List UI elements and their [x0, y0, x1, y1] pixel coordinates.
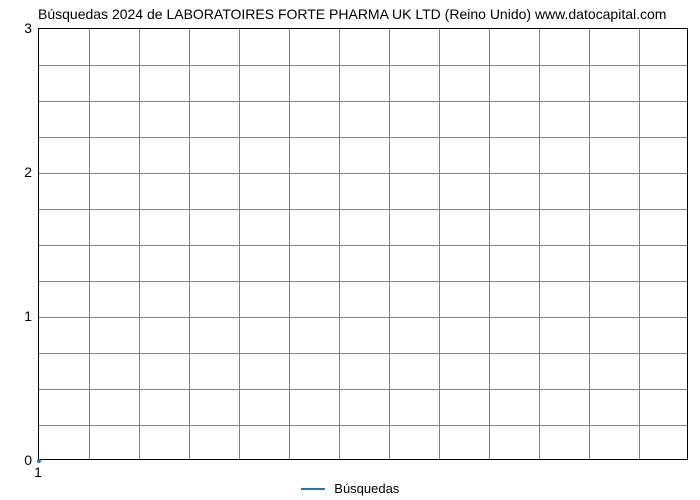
- gridline-vertical: [339, 29, 340, 459]
- gridline-vertical: [139, 29, 140, 459]
- gridline-vertical: [389, 29, 390, 459]
- y-tick-label: 0: [12, 452, 32, 468]
- gridline-vertical: [289, 29, 290, 459]
- chart-container: Búsquedas 2024 de LABORATOIRES FORTE PHA…: [0, 0, 700, 500]
- legend-series-line: [301, 488, 325, 490]
- gridline-vertical: [639, 29, 640, 459]
- y-tick-label: 1: [12, 308, 32, 324]
- chart-title: Búsquedas 2024 de LABORATOIRES FORTE PHA…: [38, 6, 690, 22]
- data-point: [37, 459, 41, 463]
- gridline-vertical: [589, 29, 590, 459]
- x-tick-label: 1: [34, 464, 42, 480]
- gridline-vertical: [539, 29, 540, 459]
- gridline-vertical: [439, 29, 440, 459]
- legend-series-label: Búsquedas: [334, 481, 399, 496]
- gridline-vertical: [239, 29, 240, 459]
- gridline-vertical: [189, 29, 190, 459]
- y-tick-label: 3: [12, 20, 32, 36]
- gridline-vertical: [489, 29, 490, 459]
- legend: Búsquedas: [0, 480, 700, 496]
- plot-area: [38, 28, 688, 460]
- y-tick-label: 2: [12, 164, 32, 180]
- gridline-vertical: [89, 29, 90, 459]
